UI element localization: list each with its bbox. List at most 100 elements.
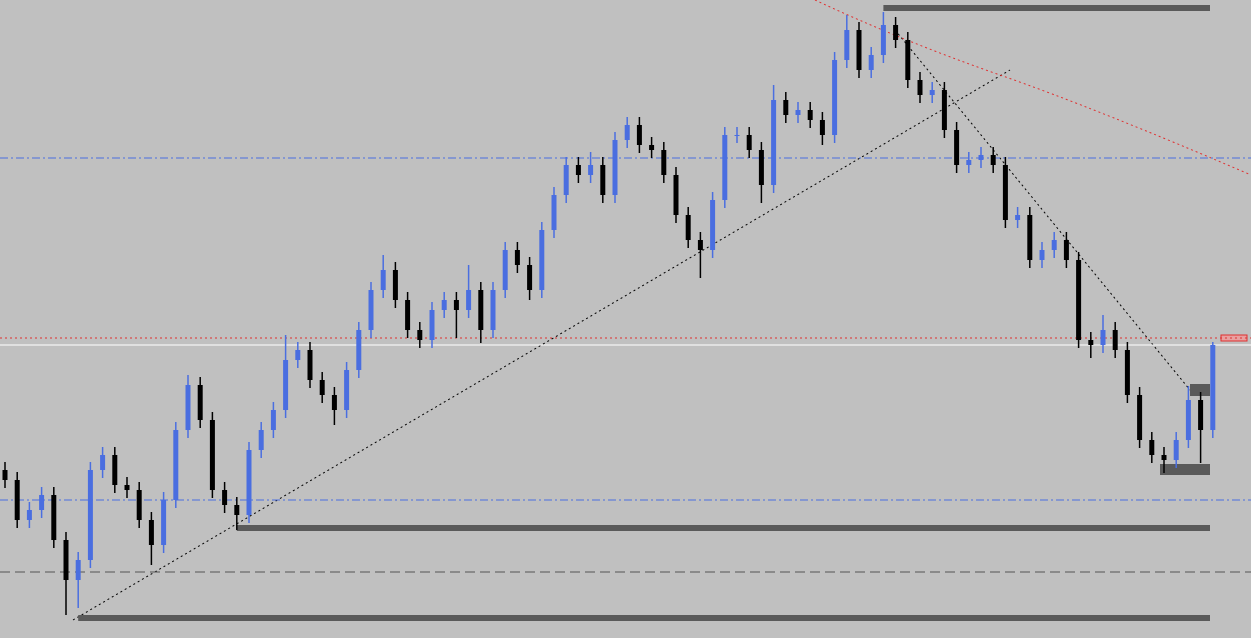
candle-body — [466, 290, 472, 310]
candle-body — [405, 300, 411, 330]
candle-body — [26, 510, 32, 520]
candle-body — [51, 495, 57, 540]
trend-line — [72, 69, 1011, 621]
candle-body — [39, 495, 45, 510]
candle-body — [636, 125, 642, 145]
candle-body — [319, 380, 325, 395]
candle-body — [490, 290, 496, 330]
candle-body — [1015, 215, 1021, 220]
candle-body — [258, 430, 264, 450]
candle-body — [14, 480, 20, 520]
candle-body — [807, 110, 813, 120]
candle-body — [795, 110, 801, 115]
trend-line — [894, 29, 1191, 391]
candle-body — [844, 30, 850, 60]
candle-body — [2, 470, 8, 480]
candle-body — [893, 25, 899, 40]
candle-body — [661, 150, 667, 175]
candle-body — [1051, 240, 1057, 250]
candle-body — [929, 90, 935, 95]
candle-body — [197, 385, 203, 420]
candle-body — [783, 100, 789, 115]
candle-body — [758, 150, 764, 185]
candle-body — [588, 165, 594, 175]
candle-body — [185, 385, 191, 430]
candle-body — [746, 135, 752, 150]
candle-body — [771, 100, 777, 185]
candle-body — [307, 350, 313, 380]
candle-body — [1112, 330, 1118, 350]
zone-box — [1160, 464, 1210, 475]
candle-body — [234, 505, 240, 515]
candle-body — [344, 370, 350, 410]
candle-body — [697, 240, 703, 250]
candle-body — [173, 430, 179, 500]
candle-body — [270, 410, 276, 430]
candle-body — [819, 120, 825, 135]
candle-body — [954, 130, 960, 165]
candle-body — [527, 265, 533, 290]
candle-body — [649, 145, 655, 150]
candle-body — [990, 155, 996, 165]
price-marker — [1220, 334, 1248, 342]
candle-body — [880, 25, 886, 55]
candle-body — [112, 455, 118, 485]
candle-body — [356, 330, 362, 370]
candle-body — [392, 270, 398, 300]
candle-body — [734, 135, 740, 136]
candle-body — [832, 60, 838, 135]
candle-body — [1076, 260, 1082, 340]
candle-body — [1198, 400, 1204, 430]
candle-body — [295, 350, 301, 360]
candle-body — [941, 90, 947, 130]
candle-body — [539, 230, 545, 290]
candle-body — [1002, 165, 1008, 220]
candle-body — [1210, 345, 1216, 430]
candle-body — [685, 215, 691, 240]
candle-body — [209, 420, 215, 490]
candle-body — [1088, 340, 1094, 345]
candle-body — [87, 470, 93, 560]
candle-body — [100, 455, 106, 470]
candle-body — [1063, 240, 1069, 260]
candle-body — [1149, 440, 1155, 455]
candle-body — [1185, 400, 1191, 440]
candle-body — [1137, 395, 1143, 440]
candle-body — [514, 250, 520, 265]
candle-body — [710, 200, 716, 250]
candle-body — [575, 165, 581, 175]
zone-box — [1190, 384, 1210, 396]
candle-body — [1124, 350, 1130, 395]
candle-body — [917, 80, 923, 95]
candle-body — [331, 395, 337, 410]
candle-body — [148, 520, 154, 545]
candle-body — [161, 500, 167, 545]
candle-body — [1173, 440, 1179, 460]
candle-body — [624, 125, 630, 140]
candle-body — [612, 140, 618, 195]
candle-body — [1039, 250, 1045, 260]
candle-body — [75, 560, 81, 580]
candle-body — [1027, 215, 1033, 260]
candle-body — [417, 330, 423, 340]
candle-body — [124, 485, 130, 490]
candle-body — [222, 490, 228, 505]
candle-body — [429, 310, 435, 340]
candle-body — [868, 55, 874, 70]
candle-body — [905, 40, 911, 80]
candle-body — [978, 155, 984, 160]
candle-body — [63, 540, 69, 580]
candle-body — [380, 270, 386, 290]
candle-body — [441, 300, 447, 310]
curve-line — [814, 0, 1251, 176]
candle-body — [368, 290, 374, 330]
candle-body — [453, 300, 459, 310]
candle-body — [478, 290, 484, 330]
candle-body — [1100, 330, 1106, 345]
candle-body — [856, 30, 862, 70]
candle-body — [722, 135, 728, 200]
candle-body — [563, 165, 569, 195]
candle-body — [551, 195, 557, 230]
candle-body — [966, 160, 972, 165]
